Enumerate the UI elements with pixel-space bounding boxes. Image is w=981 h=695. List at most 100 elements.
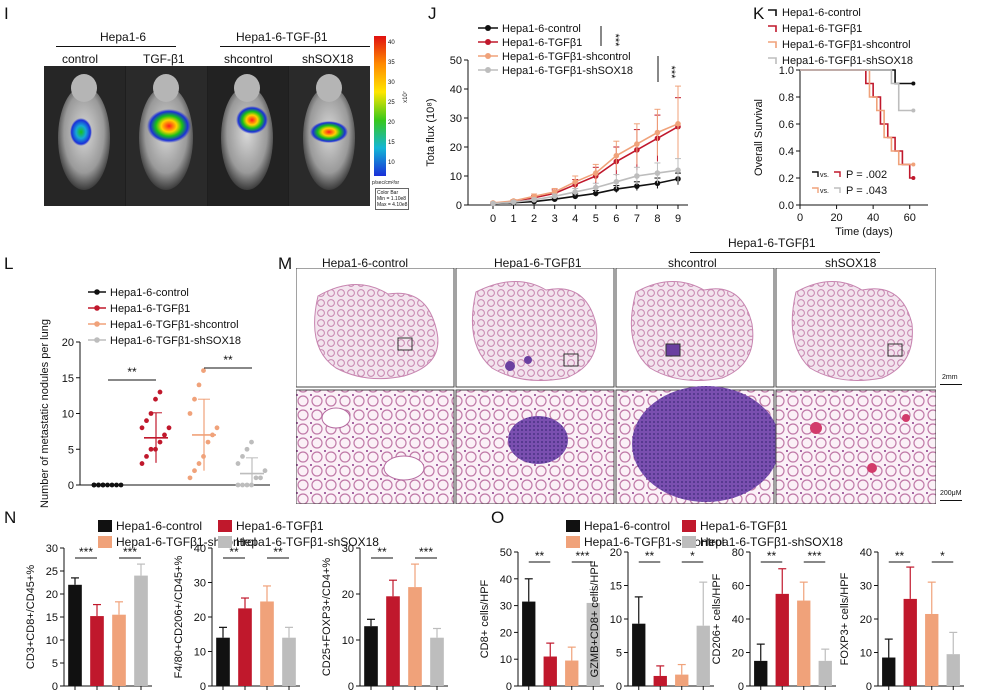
chart-bar-ytick-label: 0	[866, 681, 872, 693]
chart-k-ann-swatch	[812, 171, 819, 177]
chart-bar-rect	[260, 601, 274, 686]
chart-bar-ytick-label: 60	[732, 581, 744, 593]
chart-bar-rect	[946, 654, 960, 686]
chart-k-legend-label: Hepa1-6-TGFβ1	[782, 23, 862, 35]
chart-bar-ytick-label: 10	[500, 654, 512, 666]
chart-l-point	[258, 475, 263, 481]
chart-j-xtick-label: 3	[552, 213, 558, 225]
chart-l-point	[196, 461, 202, 466]
chart-bar-rect	[408, 587, 422, 686]
panel-m-col-2: shcontrol	[668, 256, 717, 270]
lung-zoom-2	[615, 386, 780, 504]
chart-bar-ytick-label: 0	[348, 681, 354, 693]
chart-bar-ytick-label: 10	[610, 614, 622, 626]
chart-bar-ytick-label: 25	[46, 566, 58, 578]
mouse-3	[208, 66, 288, 206]
panel-m-scale-bottom-bar	[940, 500, 962, 501]
colorbar-tick-4: 20	[388, 120, 395, 126]
legend-o-label: Hepa1-6-TGFβ1	[700, 519, 788, 533]
legend-o: Hepa1-6-control Hepa1-6-TGFβ1 Hepa1-6-TGFβ…	[566, 519, 843, 549]
chart-j-ytick-label: 10	[450, 171, 462, 183]
chart-bar-ytick-label: 20	[610, 547, 622, 559]
chart-j-point	[592, 170, 599, 176]
chart-l-legend-label: Hepa1-6-control	[110, 287, 189, 299]
chart-l-point	[240, 482, 245, 488]
chart-bar-rect	[882, 657, 896, 686]
chart-j-xtick-label: 8	[654, 213, 660, 225]
chart-k-xlabel: Time (days)	[835, 226, 893, 238]
chart-j-sig-label: ***	[665, 66, 677, 80]
chart-k-ann-swatch	[834, 187, 841, 193]
chart-k-xtick-label: 20	[830, 212, 842, 224]
colorbar-tick-3: 25	[388, 100, 395, 106]
chart-bar-ytick-label: 40	[732, 614, 744, 626]
chart-j-ytick-label: 50	[450, 55, 462, 67]
legend-n-swatch	[98, 536, 112, 548]
chart-l-legend-label: Hepa1-6-TGFβ1-shcontrol	[110, 319, 239, 331]
panel-i-group1: Hepa1-6	[100, 30, 147, 44]
colorbar-tick-6: 10	[388, 160, 395, 166]
chart-j-xtick-label: 4	[572, 213, 578, 225]
chart-bar-rect	[238, 608, 252, 686]
chart-k: 0.0 0.2 0.4 0.6 0.8 1.0 0 20 40 60 Time (days) Over…	[753, 7, 928, 238]
chart-bar-ytick-label: 10	[194, 647, 206, 659]
chart-l-ylabel: Number of metastatic nodules per lung	[39, 319, 51, 508]
chart-k-xtick-label: 40	[867, 212, 879, 224]
chart-l-point	[244, 482, 250, 488]
chart-j-legend-marker	[485, 25, 491, 31]
chart-bar-rect	[112, 614, 126, 686]
chart-k-ytick-label: 1.0	[779, 65, 794, 77]
chart-k-ytick-label: 0.8	[779, 92, 794, 104]
panel-label-k: K	[753, 4, 765, 23]
chart-k-ylabel: Overall Survival	[753, 99, 765, 176]
chart-l: 0 5 10 15 20 Number of metastatic nodules per…	[39, 287, 270, 508]
chart-l-ytick-label: 20	[62, 337, 74, 349]
colorbar-tick-5: 15	[388, 140, 395, 146]
chart-bar-rect	[216, 637, 230, 686]
panel-i-group2-line	[220, 46, 370, 47]
chart-bar-ylabel: CD8+ cells/HPF	[479, 579, 491, 658]
chart-k-ytick-label: 0.4	[779, 146, 794, 158]
chart-k-legend-swatch	[768, 25, 777, 32]
chart-bar-rect	[653, 675, 667, 686]
chart-j-series-line	[492, 126, 679, 205]
chart-n1: 0 5 10 15 20 25 30 CD3+CD8+/CD45+% *** ***	[25, 543, 152, 693]
mouse-2	[126, 66, 207, 206]
chart-bar-ytick-label: 0	[506, 681, 512, 693]
chart-bar-ytick-label: 15	[46, 612, 58, 624]
colorbar-tick-1: 35	[388, 60, 395, 66]
legend-o-label: Hepa1-6-TGFβ1-shSOX18	[700, 535, 843, 549]
chart-bar-ylabel: CD25+FOXP3+/CD4+%	[321, 558, 333, 677]
chart-bar-sig-label: **	[535, 549, 545, 563]
panel-label-o: O	[491, 508, 505, 527]
chart-k-xtick-label: 60	[904, 212, 916, 224]
chart-j-point	[572, 179, 579, 185]
chart-l-point	[235, 461, 241, 466]
legend-n-label: Hepa1-6-control	[116, 519, 202, 533]
lung-overview-0	[296, 268, 455, 388]
chart-l-legend-label: Hepa1-6-TGFβ1-shSOX18	[110, 335, 241, 347]
colorbar-tick-2: 30	[388, 80, 395, 86]
chart-j-point	[654, 170, 661, 176]
legend-n-swatch	[98, 520, 112, 532]
chart-l-point	[187, 411, 193, 416]
chart-bar-ylabel: GZMB+CD8+ cells/HPF	[589, 560, 601, 677]
panel-m-group: Hepa1-6-TGFβ1	[728, 236, 816, 250]
chart-l-point	[148, 411, 154, 416]
chart-j-point	[613, 179, 620, 185]
chart-j-point	[634, 183, 640, 189]
chart-bar-ylabel: FOXP3+ cells/HPF	[839, 572, 851, 665]
chart-l-point	[148, 446, 154, 452]
chart-bar-rect	[282, 637, 296, 686]
chart-bar-ytick-label: 30	[860, 581, 872, 593]
chart-bar-ytick-label: 20	[500, 627, 512, 639]
panel-i-colorbar	[374, 36, 386, 176]
panel-i-col-3: shSOX18	[302, 52, 354, 66]
chart-bar-ytick-label: 0	[52, 681, 58, 693]
chart-bar-sig-label: **	[273, 545, 283, 559]
chart-j-point	[654, 129, 661, 136]
chart-l-point	[249, 439, 254, 445]
panel-i-group2: Hepa1-6-TGF-β1	[236, 30, 328, 44]
